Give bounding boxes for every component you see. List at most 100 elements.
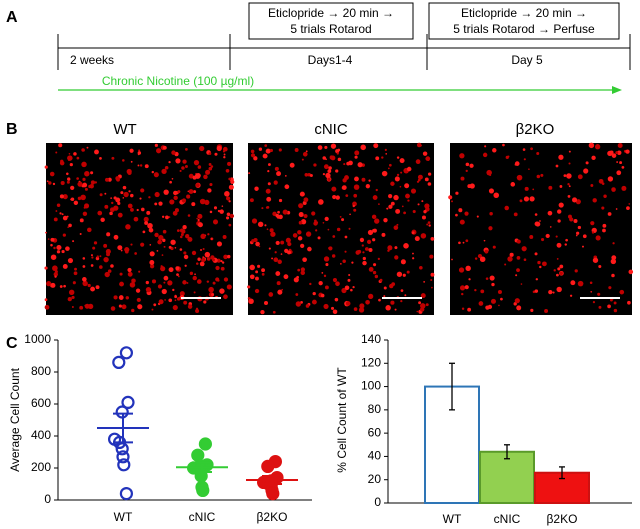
cell — [197, 257, 201, 261]
cell — [304, 172, 309, 177]
cell — [309, 282, 312, 286]
cell — [295, 293, 299, 296]
cell — [381, 156, 384, 159]
cell — [140, 242, 145, 247]
cell — [79, 233, 82, 236]
cell — [558, 154, 564, 160]
cell — [521, 246, 527, 252]
cell — [532, 188, 535, 191]
cell — [50, 254, 57, 260]
cell — [86, 146, 89, 149]
box-text: Eticlopride → 20 min → — [268, 6, 394, 20]
cell — [225, 216, 230, 220]
cell — [215, 277, 220, 282]
cell — [415, 159, 421, 165]
cell — [168, 216, 171, 219]
cell — [266, 196, 272, 202]
cell — [628, 203, 631, 205]
cell — [362, 256, 366, 261]
cell — [208, 152, 212, 155]
cell — [297, 230, 302, 235]
cell — [548, 185, 553, 190]
cell — [619, 161, 623, 165]
cell — [400, 299, 403, 303]
cell — [462, 241, 465, 244]
cell — [478, 301, 484, 306]
cell — [117, 212, 123, 218]
cell — [255, 270, 259, 274]
cell — [361, 244, 364, 247]
cell — [311, 211, 316, 216]
cell — [412, 209, 416, 214]
cell — [118, 295, 124, 300]
period: 2 weeks — [70, 53, 114, 67]
cell — [62, 264, 68, 269]
cell — [571, 197, 578, 203]
y-tick-label: 80 — [368, 402, 382, 416]
cell — [179, 228, 184, 233]
cell — [374, 218, 380, 224]
cell — [171, 150, 176, 155]
cell — [59, 194, 64, 199]
cell — [213, 206, 218, 210]
cell — [212, 219, 219, 225]
cell — [106, 252, 111, 257]
cell — [168, 298, 173, 303]
cell — [276, 171, 282, 177]
cell — [416, 310, 419, 313]
cell — [515, 274, 518, 277]
cell — [400, 289, 404, 293]
cell — [607, 212, 612, 216]
cell — [261, 207, 264, 210]
cell — [589, 281, 593, 285]
cell — [534, 252, 538, 256]
cell — [94, 181, 98, 184]
cell — [154, 202, 158, 206]
cell — [104, 271, 110, 278]
cell — [162, 238, 166, 243]
cell — [317, 236, 321, 240]
cell — [117, 201, 121, 205]
cell — [365, 247, 369, 251]
cell — [621, 185, 627, 191]
cell — [151, 308, 154, 311]
cell — [394, 246, 398, 250]
cell — [540, 173, 544, 177]
cell — [264, 224, 267, 227]
cell — [56, 250, 61, 254]
cell — [183, 251, 187, 255]
cell — [56, 203, 61, 207]
cell — [162, 229, 167, 234]
cell — [379, 278, 383, 282]
y-tick-label: 20 — [368, 472, 382, 486]
cell — [394, 308, 397, 311]
cell — [277, 259, 282, 265]
cell — [229, 213, 235, 219]
cell — [204, 199, 210, 206]
cell — [130, 160, 133, 163]
cell — [191, 202, 196, 207]
cell — [44, 266, 48, 270]
cell — [464, 285, 469, 290]
cell — [323, 274, 327, 278]
cell — [341, 185, 347, 190]
cell — [129, 148, 134, 153]
cell — [182, 225, 187, 230]
cell — [488, 188, 495, 194]
cell — [556, 273, 559, 277]
cell — [523, 258, 527, 262]
cell — [261, 268, 266, 273]
cell — [567, 214, 572, 219]
cell — [95, 285, 100, 290]
cell — [348, 227, 351, 230]
cell — [426, 223, 429, 226]
cell — [302, 151, 308, 157]
cell — [607, 176, 614, 182]
cell — [139, 164, 143, 167]
cell — [590, 290, 593, 293]
cell — [67, 226, 69, 229]
cell — [157, 239, 162, 245]
cell — [396, 173, 400, 177]
cell — [163, 275, 169, 281]
cell — [147, 222, 153, 229]
